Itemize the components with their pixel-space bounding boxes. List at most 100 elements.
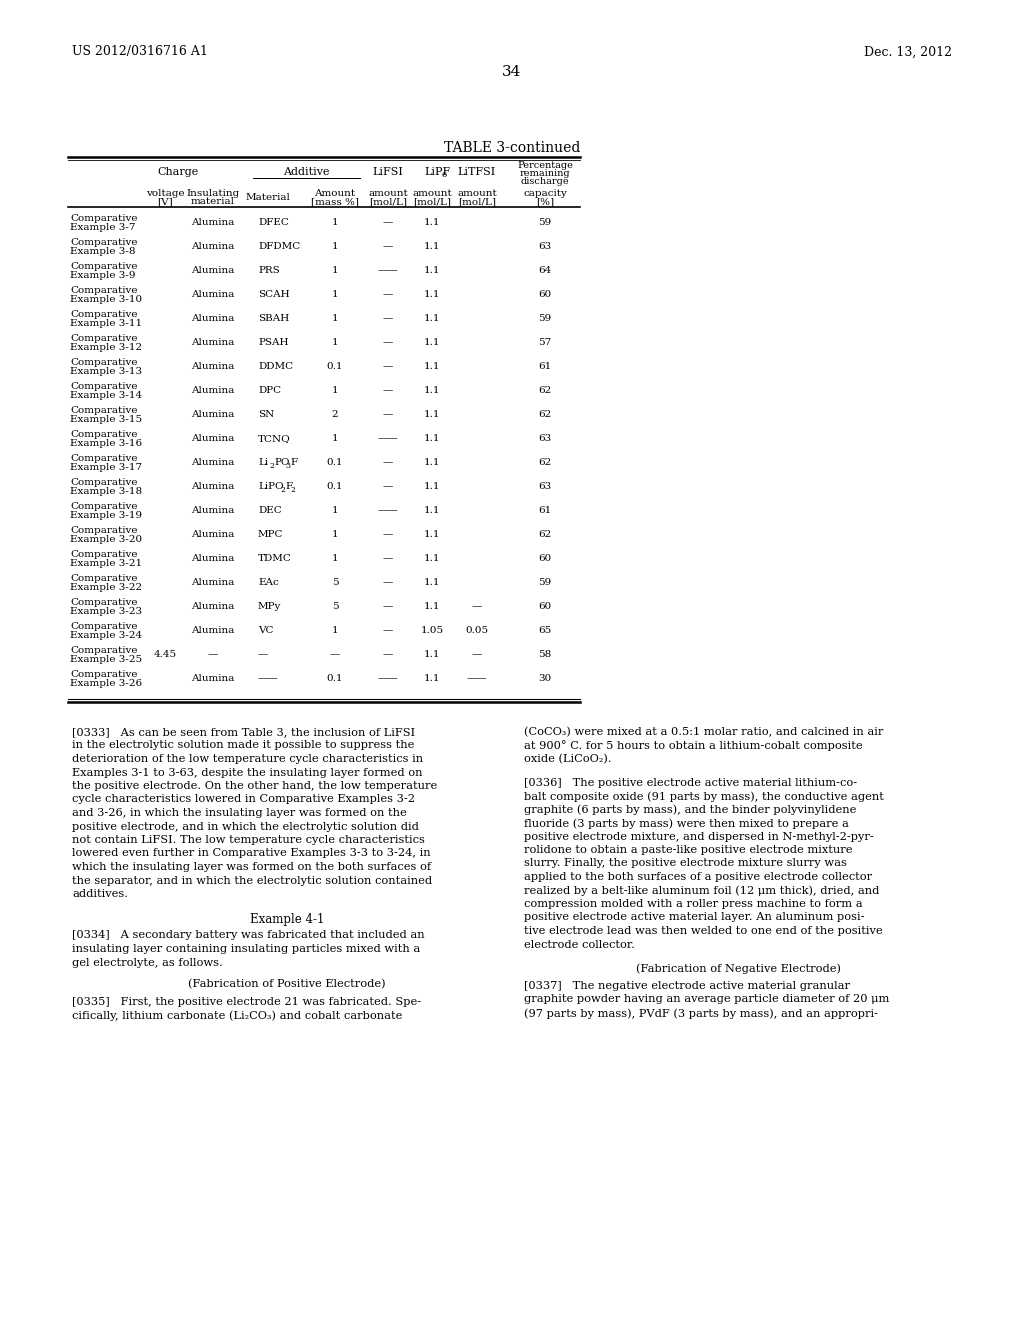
- Text: 1.1: 1.1: [424, 554, 440, 564]
- Text: 1.1: 1.1: [424, 458, 440, 467]
- Text: 0.1: 0.1: [327, 675, 343, 682]
- Text: positive electrode mixture, and dispersed in N-methyl-2-pyr-: positive electrode mixture, and disperse…: [524, 832, 873, 842]
- Text: ——: ——: [378, 675, 398, 682]
- Text: Comparative: Comparative: [70, 502, 137, 511]
- Text: —: —: [383, 482, 393, 491]
- Text: gel electrolyte, as follows.: gel electrolyte, as follows.: [72, 957, 223, 968]
- Text: in the electrolytic solution made it possible to suppress the: in the electrolytic solution made it pos…: [72, 741, 415, 751]
- Text: Comparative: Comparative: [70, 358, 137, 367]
- Text: Li: Li: [258, 458, 268, 467]
- Text: 34: 34: [503, 65, 521, 79]
- Text: —: —: [383, 411, 393, 418]
- Text: amount: amount: [457, 189, 497, 198]
- Text: SN: SN: [258, 411, 274, 418]
- Text: Alumina: Alumina: [191, 531, 234, 539]
- Text: Amount: Amount: [314, 189, 355, 198]
- Text: 1.1: 1.1: [424, 314, 440, 323]
- Text: 0.1: 0.1: [327, 458, 343, 467]
- Text: the positive electrode. On the other hand, the low temperature: the positive electrode. On the other han…: [72, 781, 437, 791]
- Text: Example 3-23: Example 3-23: [70, 607, 142, 616]
- Text: Example 3-25: Example 3-25: [70, 655, 142, 664]
- Text: (CoCO₃) were mixed at a 0.5:1 molar ratio, and calcined in air: (CoCO₃) were mixed at a 0.5:1 molar rati…: [524, 727, 884, 738]
- Text: Comparative: Comparative: [70, 598, 137, 607]
- Text: Example 3-13: Example 3-13: [70, 367, 142, 376]
- Text: —: —: [383, 362, 393, 371]
- Text: Example 3-10: Example 3-10: [70, 294, 142, 304]
- Text: [0333]   As can be seen from Table 3, the inclusion of LiFSI: [0333] As can be seen from Table 3, the …: [72, 727, 415, 737]
- Text: US 2012/0316716 A1: US 2012/0316716 A1: [72, 45, 208, 58]
- Text: Dec. 13, 2012: Dec. 13, 2012: [864, 45, 952, 58]
- Text: capacity: capacity: [523, 189, 567, 198]
- Text: 63: 63: [539, 434, 552, 444]
- Text: 2: 2: [280, 486, 285, 494]
- Text: Alumina: Alumina: [191, 242, 234, 251]
- Text: LiPO: LiPO: [258, 482, 284, 491]
- Text: Comparative: Comparative: [70, 430, 137, 440]
- Text: 5: 5: [332, 602, 338, 611]
- Text: Example 3-9: Example 3-9: [70, 271, 135, 280]
- Text: Example 3-17: Example 3-17: [70, 463, 142, 473]
- Text: 60: 60: [539, 602, 552, 611]
- Text: Charge: Charge: [157, 168, 199, 177]
- Text: Alumina: Alumina: [191, 314, 234, 323]
- Text: 60: 60: [539, 290, 552, 300]
- Text: amount: amount: [412, 189, 452, 198]
- Text: Additive: Additive: [284, 168, 330, 177]
- Text: Alumina: Alumina: [191, 218, 234, 227]
- Text: cycle characteristics lowered in Comparative Examples 3-2: cycle characteristics lowered in Compara…: [72, 795, 415, 804]
- Text: EAc: EAc: [258, 578, 279, 587]
- Text: Alumina: Alumina: [191, 267, 234, 275]
- Text: [mass %]: [mass %]: [311, 198, 359, 206]
- Text: Comparative: Comparative: [70, 381, 137, 391]
- Text: —: —: [208, 649, 218, 659]
- Text: —: —: [383, 242, 393, 251]
- Text: the separator, and in which the electrolytic solution contained: the separator, and in which the electrol…: [72, 875, 432, 886]
- Text: 1: 1: [332, 626, 338, 635]
- Text: 59: 59: [539, 578, 552, 587]
- Text: [V]: [V]: [157, 198, 173, 206]
- Text: 64: 64: [539, 267, 552, 275]
- Text: —: —: [472, 602, 482, 611]
- Text: Alumina: Alumina: [191, 675, 234, 682]
- Text: ——: ——: [467, 675, 487, 682]
- Text: applied to the both surfaces of a positive electrode collector: applied to the both surfaces of a positi…: [524, 873, 872, 882]
- Text: Comparative: Comparative: [70, 261, 137, 271]
- Text: —: —: [472, 649, 482, 659]
- Text: 57: 57: [539, 338, 552, 347]
- Text: DFDMC: DFDMC: [258, 242, 300, 251]
- Text: [mol/L]: [mol/L]: [458, 198, 496, 206]
- Text: 62: 62: [539, 531, 552, 539]
- Text: —: —: [383, 531, 393, 539]
- Text: Comparative: Comparative: [70, 310, 137, 319]
- Text: F: F: [290, 458, 297, 467]
- Text: 5: 5: [332, 578, 338, 587]
- Text: 30: 30: [539, 675, 552, 682]
- Text: 2: 2: [332, 411, 338, 418]
- Text: Alumina: Alumina: [191, 434, 234, 444]
- Text: Example 3-8: Example 3-8: [70, 247, 135, 256]
- Text: 4.45: 4.45: [154, 649, 176, 659]
- Text: electrode collector.: electrode collector.: [524, 940, 635, 949]
- Text: Alumina: Alumina: [191, 602, 234, 611]
- Text: positive electrode active material layer. An aluminum posi-: positive electrode active material layer…: [524, 912, 864, 923]
- Text: 1: 1: [332, 314, 338, 323]
- Text: 1: 1: [332, 434, 338, 444]
- Text: [mol/L]: [mol/L]: [413, 198, 451, 206]
- Text: amount: amount: [368, 189, 408, 198]
- Text: 1: 1: [332, 506, 338, 515]
- Text: 0.05: 0.05: [466, 626, 488, 635]
- Text: oxide (LiCoO₂).: oxide (LiCoO₂).: [524, 754, 611, 764]
- Text: 3: 3: [285, 462, 290, 470]
- Text: 1: 1: [332, 338, 338, 347]
- Text: ——: ——: [258, 675, 279, 682]
- Text: DDMC: DDMC: [258, 362, 293, 371]
- Text: graphite (6 parts by mass), and the binder polyvinylidene: graphite (6 parts by mass), and the bind…: [524, 804, 856, 814]
- Text: Alumina: Alumina: [191, 506, 234, 515]
- Text: —: —: [383, 338, 393, 347]
- Text: Example 3-22: Example 3-22: [70, 583, 142, 591]
- Text: tive electrode lead was then welded to one end of the positive: tive electrode lead was then welded to o…: [524, 927, 883, 936]
- Text: TCNQ: TCNQ: [258, 434, 291, 444]
- Text: 6: 6: [442, 172, 447, 180]
- Text: material: material: [191, 198, 234, 206]
- Text: fluoride (3 parts by mass) were then mixed to prepare a: fluoride (3 parts by mass) were then mix…: [524, 818, 849, 829]
